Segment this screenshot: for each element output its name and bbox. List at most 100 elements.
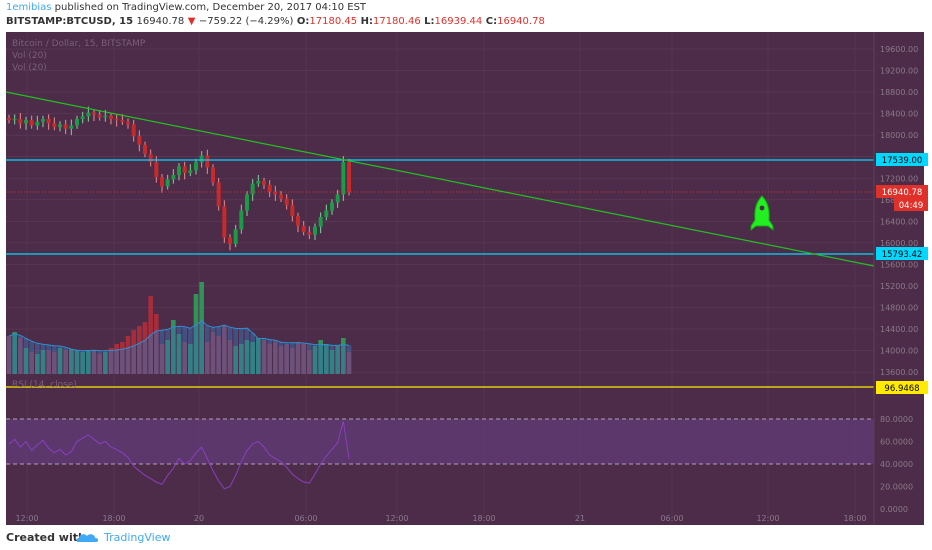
- volume-ma-fill: [46, 345, 51, 374]
- tag-resistance-text: 17539.00: [882, 156, 923, 166]
- volume-ma-fill: [35, 343, 40, 374]
- candle: [18, 119, 23, 124]
- candle: [24, 120, 28, 124]
- author-link[interactable]: 1emibias: [6, 2, 52, 13]
- symbol-line: BITSTAMP:BTCUSD, 15 16940.78 ▼ −759.22 (…: [6, 16, 545, 27]
- volume-ma-fill: [335, 345, 340, 374]
- volume-ma-fill: [193, 325, 199, 374]
- volume-ma-fill: [261, 338, 267, 374]
- volume-ma-fill: [63, 347, 68, 374]
- tag-support-text: 15793.42: [882, 250, 923, 260]
- price-tick-label: 18000.00: [880, 131, 918, 140]
- volume-ma-fill: [40, 344, 46, 374]
- close-label: C:: [485, 16, 498, 27]
- candle: [290, 205, 295, 216]
- tradingview-logo-icon[interactable]: [76, 532, 100, 544]
- candle: [296, 215, 300, 226]
- candle: [239, 210, 244, 230]
- symbol-label[interactable]: BITSTAMP:BTCUSD, 15: [6, 16, 134, 27]
- candle: [211, 167, 215, 183]
- time-axis: 12:00 18:00 20 06:00 12:00 18:00 21 06:00 12:00 1…: [15, 514, 866, 523]
- rsi-band: [6, 419, 874, 464]
- candle: [63, 124, 68, 129]
- time-tick-label: 12:00: [385, 514, 408, 523]
- candle: [222, 206, 227, 238]
- volume-ma-fill: [148, 335, 153, 374]
- candle: [92, 112, 96, 115]
- volume-ma-fill: [176, 326, 182, 374]
- candle: [177, 166, 181, 176]
- last-price: 16940.78: [136, 16, 185, 27]
- candle: [347, 162, 351, 193]
- candle: [171, 175, 176, 180]
- price-tick-label: 15200.00: [880, 282, 918, 291]
- chart-area[interactable]: Bitcoin / Dollar, 15, BITSTAMP Vol (20) …: [0, 30, 932, 527]
- volume-ma-fill: [91, 350, 97, 374]
- time-tick-label: 21: [575, 514, 585, 523]
- rsi-tick-label: 60.0000: [880, 438, 913, 447]
- candle: [148, 154, 153, 163]
- volume-ma-fill: [159, 330, 165, 374]
- volume-overlay-label-2: Vol (20): [12, 63, 47, 73]
- candle: [69, 125, 74, 129]
- high-label: H:: [360, 16, 373, 27]
- publish-text: published on TradingView.com, December 2…: [51, 2, 367, 13]
- candle: [114, 119, 119, 121]
- candle: [245, 194, 249, 211]
- trendline[interactable]: [5, 91, 875, 267]
- tradingview-link[interactable]: TradingView: [104, 531, 171, 544]
- tag-rsi-text: 96.9468: [884, 384, 919, 394]
- volume-ma-fill: [239, 328, 244, 374]
- volume-ma-fill: [199, 321, 204, 374]
- volume-ma-fill: [114, 350, 119, 374]
- candle: [126, 121, 130, 125]
- volume-ma-fill: [97, 350, 102, 374]
- tag-last-price-text: 16940.78: [882, 188, 923, 198]
- volume-ma-fill: [125, 347, 131, 374]
- tag-resistance[interactable]: 17539.00: [876, 153, 928, 166]
- rsi-label: RSI (14, close): [12, 380, 77, 390]
- candle: [307, 232, 312, 235]
- candle: [341, 162, 346, 195]
- volume-ma-fill: [329, 345, 335, 374]
- volume-ma-fill: [233, 328, 238, 374]
- volume-ma-fill: [74, 350, 80, 374]
- volume-ma-fill: [216, 326, 221, 374]
- price-tick-label: 13600.00: [880, 368, 918, 377]
- candle: [262, 180, 266, 185]
- candle: [103, 115, 108, 118]
- candle: [228, 237, 232, 244]
- volume-ma-fill: [301, 343, 306, 374]
- volume-overlay-label: Vol (20): [12, 51, 47, 61]
- volume-ma-fill: [222, 325, 227, 374]
- tag-last-price[interactable]: 16940.78: [876, 185, 928, 198]
- candle: [188, 170, 193, 173]
- publish-line: 1emibias published on TradingView.com, D…: [6, 2, 366, 13]
- tag-support[interactable]: 15793.42: [876, 247, 928, 260]
- volume-ma-fill: [318, 344, 323, 374]
- close-value: 16940.78: [497, 16, 545, 27]
- rsi-tick-label: 40.0000: [880, 460, 913, 469]
- candle: [233, 229, 238, 244]
- candle: [58, 124, 62, 128]
- rocket-icon: [750, 195, 774, 232]
- volume-ma-fill: [6, 336, 12, 374]
- candle: [194, 162, 198, 171]
- open-label: O:: [296, 16, 310, 27]
- volume-ma-fill: [188, 328, 193, 374]
- time-tick-label: 18:00: [472, 514, 495, 523]
- price-tick-label: 14400.00: [880, 325, 918, 334]
- candle: [165, 179, 170, 187]
- candle: [273, 191, 278, 195]
- rsi-tick-label: 80.0000: [880, 415, 913, 424]
- candle: [35, 121, 40, 126]
- volume-ma-fill: [154, 331, 159, 374]
- volume-ma-fill: [205, 325, 210, 374]
- low-label: L:: [424, 16, 435, 27]
- candle: [318, 217, 323, 227]
- candle: [80, 116, 85, 120]
- rsi-tick-label: 20.0000: [880, 483, 913, 492]
- volume-ma-fill: [103, 350, 108, 374]
- price-tick-label: 18800.00: [880, 88, 918, 97]
- price-tick-label: 14800.00: [880, 303, 918, 312]
